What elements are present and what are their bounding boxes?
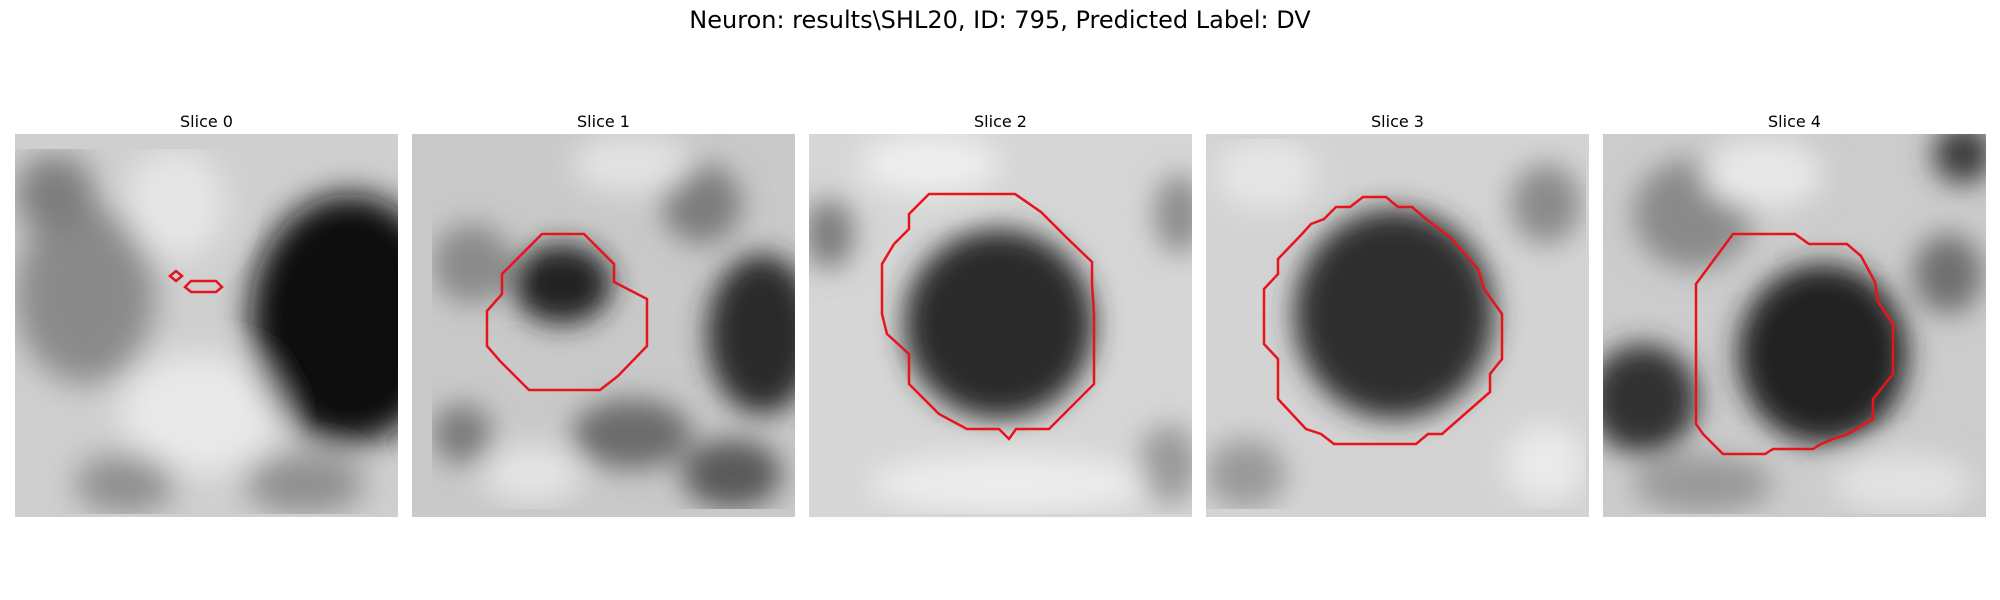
slice-image-1 (412, 134, 795, 517)
slice-title: Slice 3 (1371, 112, 1424, 131)
slice-panel-3: Slice 3 (1206, 112, 1589, 517)
roi-contour (1262, 195, 1504, 446)
slice-panel-2: Slice 2 (809, 112, 1192, 517)
slice-title: Slice 1 (577, 112, 630, 131)
slice-image-3 (1206, 134, 1589, 517)
slice-panel-1: Slice 1 (412, 112, 795, 517)
slice-title: Slice 4 (1768, 112, 1821, 131)
slice-title: Slice 2 (974, 112, 1027, 131)
roi-contour (1694, 232, 1895, 456)
slice-title: Slice 0 (180, 112, 233, 131)
slice-panel-4: Slice 4 (1603, 112, 1986, 517)
slice-image-2 (809, 134, 1192, 517)
figure-title: Neuron: results\SHL20, ID: 795, Predicte… (689, 6, 1311, 34)
roi-contour (485, 232, 649, 392)
slice-panel-0: Slice 0 (15, 112, 398, 517)
slice-image-0 (15, 134, 398, 517)
slice-image-4 (1603, 134, 1986, 517)
roi-contour (880, 192, 1096, 441)
roi-contour (168, 269, 224, 294)
